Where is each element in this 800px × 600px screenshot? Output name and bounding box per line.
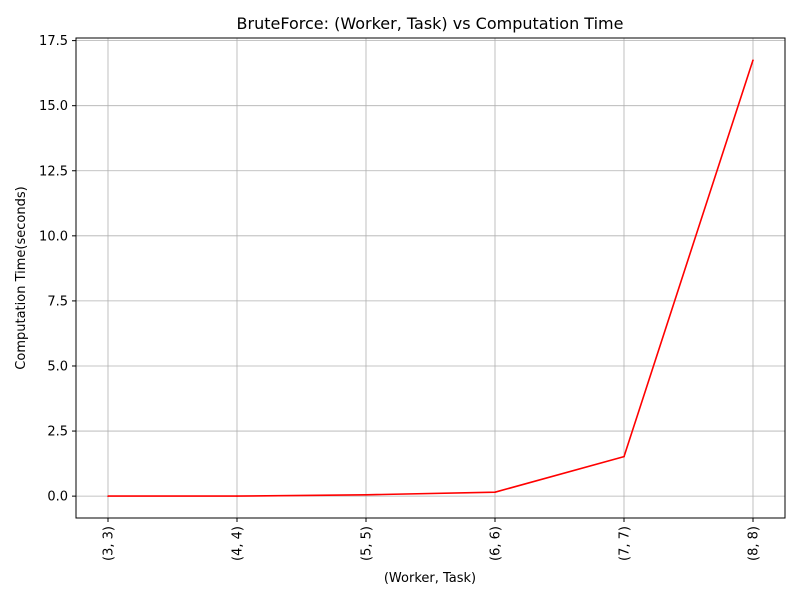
data-point: [752, 59, 754, 61]
data-point: [236, 495, 238, 497]
y-axis-label: Computation Time(seconds): [14, 186, 29, 369]
y-axis: 0.0 2.5 5.0 7.5 10.0 12.5 15.0 17.5: [39, 34, 76, 505]
y-tick-label: 10.0: [39, 229, 68, 244]
y-tick-label: 17.5: [39, 34, 68, 49]
data-point: [365, 494, 367, 496]
data-point: [494, 491, 496, 494]
y-tick-label: 15.0: [39, 99, 68, 114]
x-axis-label: (Worker, Task): [384, 571, 476, 586]
x-tick-label: (6, 6): [489, 526, 504, 561]
x-tick-label: (8, 8): [747, 526, 762, 561]
chart-title: BruteForce: (Worker, Task) vs Computatio…: [237, 14, 624, 33]
grid: [76, 38, 785, 518]
x-tick-label: (3, 3): [102, 526, 117, 561]
data-point: [623, 455, 625, 458]
data-point: [107, 495, 109, 497]
x-tick-label: (4, 4): [231, 526, 246, 561]
x-tick-label: (5, 5): [360, 526, 375, 561]
y-tick-label: 5.0: [47, 359, 68, 374]
x-axis: (3, 3) (4, 4) (5, 5) (6, 6) (7, 7) (8, 8): [102, 518, 762, 561]
y-tick-label: 12.5: [39, 164, 68, 179]
x-tick-label: (7, 7): [618, 526, 633, 561]
y-tick-label: 2.5: [47, 425, 68, 440]
series-line: [108, 59, 754, 497]
y-tick-label: 0.0: [47, 490, 68, 505]
series: [107, 59, 754, 497]
y-tick-label: 7.5: [47, 294, 68, 309]
plot-frame: [75, 37, 786, 519]
